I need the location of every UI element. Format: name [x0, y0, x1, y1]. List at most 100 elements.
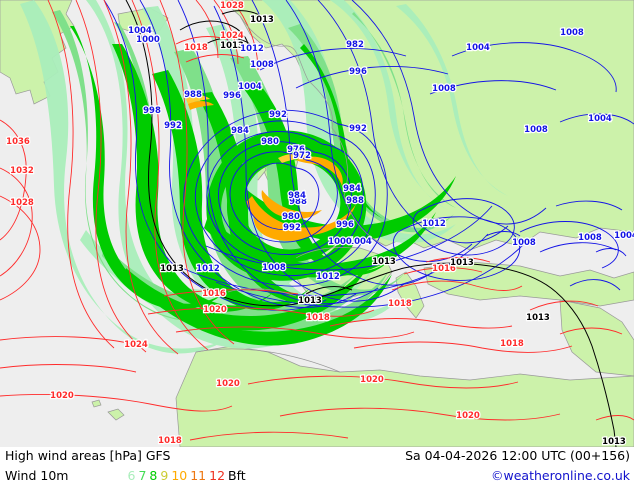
isobar-label-halo: 1008 — [524, 125, 548, 135]
weather-map-canvas[interactable]: 1036103610321032102810281024102410201020… — [0, 0, 634, 447]
isobar-label-halo: 992 — [349, 124, 367, 134]
isobar-label-halo: 1012 — [422, 219, 446, 229]
wind-band-bft-10-ne — [296, 156, 343, 186]
isobar-label: 992 — [164, 121, 182, 131]
isobar-label-halo: 1018 — [184, 43, 208, 53]
isobar-label: 984 — [288, 191, 306, 201]
isobar-label-halo: 1012 — [240, 44, 264, 54]
isobar-label-halo: 1000 — [136, 35, 160, 45]
isobar-label: 988 — [289, 197, 307, 207]
isobar-label-halo: 992 — [269, 110, 287, 120]
isobar-label: 984 — [343, 184, 361, 194]
isobar-label-halo: 988 — [184, 90, 202, 100]
isobar-label: 996 — [223, 91, 241, 101]
isobar-label: 992 — [349, 124, 367, 134]
bft-step-6: 6 — [127, 468, 136, 483]
isobar-label-halo: 988 — [289, 197, 307, 207]
isobar-label: 984 — [231, 126, 249, 136]
isobar-label: 1004 — [238, 82, 262, 92]
isobar-label: 1008 — [560, 28, 584, 38]
isobar-label: 1004 — [588, 114, 612, 124]
land-canary-islands — [107, 408, 125, 421]
bft-step-9: 9 — [160, 468, 169, 483]
isobar-label-halo: 992 — [164, 121, 182, 131]
isobar-label-halo: 1008 — [512, 238, 536, 248]
isobar-label: 996 — [336, 220, 354, 230]
isobar-label-halo: 996 — [223, 91, 241, 101]
isobar-label: 1008 — [250, 60, 274, 70]
isobar-label: 1000 — [328, 237, 352, 247]
weather-map-panel[interactable]: 1036 1036 1032 1032 1028 1028 1024 1024 1020 1020… — [0, 0, 634, 448]
isobar-label: 1020 — [50, 391, 74, 401]
isobar-label-halo: 1004 — [588, 114, 612, 124]
isobar-label: 982 — [346, 40, 364, 50]
isobar-label: 988 — [184, 90, 202, 100]
isobar-label: 1028 — [10, 198, 34, 208]
isobar-label: 988 — [346, 196, 364, 206]
isobar-label: 1008 — [432, 84, 456, 94]
isobar-label: 1020 — [360, 375, 384, 385]
isobar-label: 1016 — [432, 264, 456, 274]
isobar-label-halo: 996 — [349, 67, 367, 77]
isobar-label-halo: 1016 — [202, 289, 226, 299]
isobar-label: 1013 — [160, 264, 184, 274]
isobar-label-halo: 1004 — [128, 26, 152, 36]
isobar-label: 1024 — [124, 340, 148, 350]
isobar-label-halo: 1018 — [500, 339, 524, 349]
isobar-label-halo: 1004 — [614, 231, 634, 241]
isobar-label-halo: 1012 — [196, 264, 220, 274]
isobar-label-halo: 1028 — [220, 1, 244, 11]
wind-band-bft-10c — [261, 190, 322, 219]
isobar-label-halo: 1032 — [10, 166, 34, 176]
parameter-label: Wind 10m — [5, 468, 69, 483]
isobar-label-halo: 1018 — [158, 436, 182, 446]
isobar-label: 972 — [293, 151, 311, 161]
bft-step-11: 11 — [190, 468, 207, 483]
land-madeira — [91, 399, 102, 408]
map-footer: High wind areas [hPa] GFS Sa 04-04-2026 … — [0, 447, 634, 490]
isobar-label-halo: 1008 — [560, 28, 584, 38]
isobar-label-halo: 1013 — [602, 437, 626, 447]
isobar-label: 992 — [269, 110, 287, 120]
isobars-high-layer — [0, 0, 634, 441]
isobar-label-halo: 1013 — [220, 41, 244, 51]
isobar-label: 1008 — [262, 263, 286, 273]
beaufort-unit-label: Bft — [228, 468, 246, 483]
isobar-label: 992 — [283, 223, 301, 233]
map-title: High wind areas [hPa] GFS — [5, 448, 171, 463]
isobar-label-layer: 1036103610321032102810281024102410201020… — [5, 0, 634, 447]
isobar-label-halo: 1018 — [388, 299, 412, 309]
isobar-label: 1004 — [128, 26, 152, 36]
isobar-label-halo: 1036 — [6, 137, 30, 147]
isobar-label: 1020 — [203, 305, 227, 315]
isobar-label-halo: 992 — [283, 223, 301, 233]
beaufort-scale-legend: 6 7 8 9 10 11 12 Bft — [126, 468, 247, 483]
isobar-label-halo: 1020 — [203, 305, 227, 315]
isobar-label-halo: 1013 — [250, 15, 274, 25]
isobar-label: 1018 — [306, 313, 330, 323]
isobar-label: 980 — [261, 137, 279, 147]
isobar-label: 996 — [349, 67, 367, 77]
land-north-africa — [175, 345, 634, 447]
isobar-label: 998 — [143, 106, 161, 116]
isobar-label: 1008 — [578, 233, 602, 243]
copyright-link[interactable]: ©weatheronline.co.uk — [491, 468, 630, 483]
isobar-label-halo: 1004 — [466, 43, 490, 53]
isobar-label-halo: 1004 — [238, 82, 262, 92]
coastline-layer — [195, 15, 387, 373]
isobar-label: 1008 — [512, 238, 536, 248]
isobar-label: 1013 — [450, 258, 474, 268]
isobar-label-halo: 984 — [343, 184, 361, 194]
isobar-label: 976 — [287, 145, 305, 155]
isobar-label: 1012 — [422, 219, 446, 229]
isobar-label-halo: 1013 — [526, 313, 550, 323]
isobar-label-halo: 982 — [346, 40, 364, 50]
isobar-label-halo: 1024 — [124, 340, 148, 350]
isobar-label: 1012 — [240, 44, 264, 54]
isobar-label-halo: 1008 — [432, 84, 456, 94]
isobar-label: 1018 — [184, 43, 208, 53]
footer-row-title: High wind areas [hPa] GFS Sa 04-04-2026 … — [0, 448, 634, 468]
isobar-label: 1012 — [316, 272, 340, 282]
bft-step-8: 8 — [149, 468, 158, 483]
isobar-label-halo: 1028 — [10, 198, 34, 208]
